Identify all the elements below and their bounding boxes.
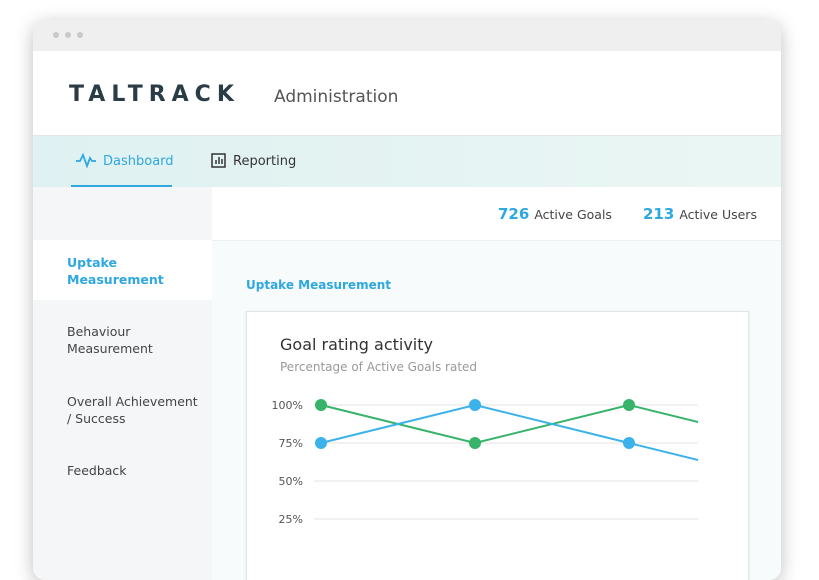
active-item-bg <box>33 240 212 300</box>
section-title: Uptake Measurement <box>246 278 391 292</box>
window-dot <box>53 32 59 38</box>
stats-bar: 726 Active Goals 213 Active Users <box>212 187 781 241</box>
window-dot <box>77 32 83 38</box>
y-tick-label: 50% <box>279 475 303 488</box>
y-tick-label: 100% <box>272 399 303 412</box>
nav-tab[interactable]: Dashboard <box>103 154 174 169</box>
series-line <box>320 403 698 462</box>
sidebar-item[interactable]: Uptake Measurement <box>67 255 164 287</box>
stat-label: Active Goals <box>534 207 612 222</box>
stat: 726 Active Goals <box>498 205 612 223</box>
title-bar <box>33 20 781 51</box>
chart-card: Goal rating activity Percentage of Activ… <box>246 311 749 580</box>
data-point <box>469 399 481 411</box>
chart-subtitle: Percentage of Active Goals rated <box>280 360 477 374</box>
data-point <box>469 437 481 449</box>
page: TALTRACK Administration Dashboard Report… <box>33 20 781 580</box>
header-title: Administration <box>274 87 399 107</box>
stat-value: 726 <box>498 205 530 223</box>
data-point <box>623 437 635 449</box>
data-point <box>623 399 635 411</box>
plot-area <box>315 399 698 462</box>
series-line <box>320 403 698 445</box>
nav-bar: Dashboard Reporting <box>33 135 781 188</box>
window-dot <box>65 32 71 38</box>
data-point <box>315 437 327 449</box>
stat-label: Active Users <box>679 207 757 222</box>
chart: Goal rating activity Percentage of Activ… <box>272 335 698 526</box>
stat-value: 213 <box>643 205 675 223</box>
y-tick-label: 25% <box>279 513 303 526</box>
nav-tab[interactable]: Reporting <box>233 154 297 169</box>
stat: 213 Active Users <box>643 205 757 223</box>
app-window: TALTRACK Administration Dashboard Report… <box>33 20 781 580</box>
sidebar: Uptake Measurement Behaviour Measurement… <box>33 187 212 580</box>
active-tab-indicator <box>71 185 172 188</box>
sidebar-item[interactable]: Feedback <box>67 463 127 478</box>
reporting-icon <box>211 153 226 168</box>
dashboard-icon <box>76 152 96 168</box>
y-tick-label: 75% <box>279 437 303 450</box>
sidebar-item[interactable]: Behaviour Measurement <box>67 324 153 356</box>
chart-title: Goal rating activity <box>280 335 433 354</box>
logo[interactable]: TALTRACK <box>69 82 240 107</box>
sidebar-item[interactable]: Overall Achievement / Success <box>67 394 198 426</box>
data-point <box>315 399 327 411</box>
